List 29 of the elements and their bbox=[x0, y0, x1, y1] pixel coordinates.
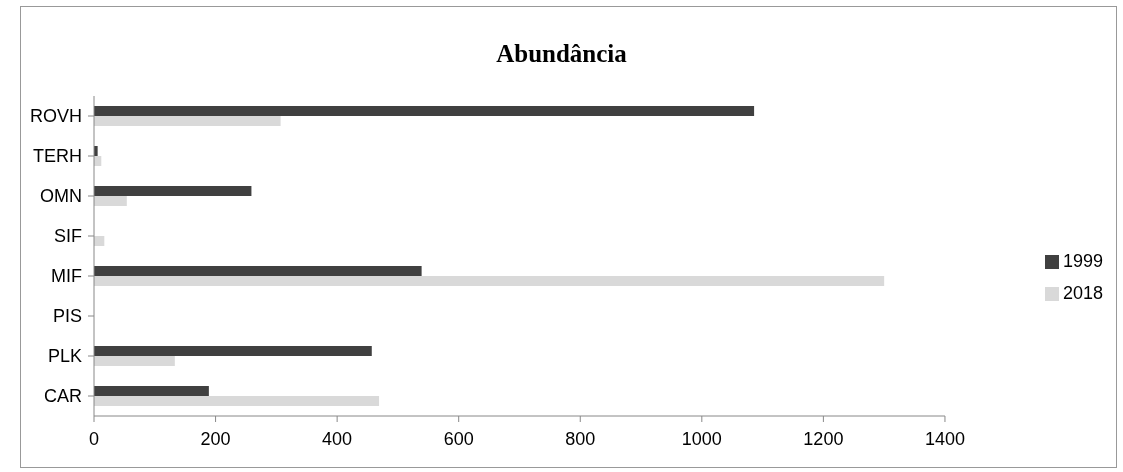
x-tick-label: 600 bbox=[443, 428, 474, 449]
y-tick-label: PLK bbox=[47, 346, 82, 367]
bar bbox=[94, 356, 175, 366]
x-tick-label: 0 bbox=[88, 428, 100, 449]
y-tick-label: OMN bbox=[40, 186, 82, 207]
y-tick-label: PIS bbox=[52, 306, 82, 327]
y-tick-label: TERH bbox=[33, 146, 82, 167]
chart-title: Abundância bbox=[495, 40, 628, 68]
y-tick-label: ROVH bbox=[29, 106, 82, 127]
bar bbox=[94, 196, 127, 206]
bar bbox=[94, 106, 755, 116]
x-tick-label: 400 bbox=[322, 428, 353, 449]
x-tick-label: 1400 bbox=[924, 428, 965, 449]
x-tick-label: 200 bbox=[200, 428, 231, 449]
y-tick-label: MIF bbox=[51, 266, 82, 287]
x-tick-label: 800 bbox=[565, 428, 596, 449]
x-tick-label: 1000 bbox=[681, 428, 722, 449]
y-tick-label: SIF bbox=[53, 226, 82, 247]
x-tick-label: 1200 bbox=[803, 428, 844, 449]
bar bbox=[94, 266, 422, 276]
legend-label: 2018 bbox=[1062, 283, 1103, 303]
bar bbox=[94, 116, 281, 126]
bar bbox=[94, 386, 209, 396]
y-tick-label: CAR bbox=[43, 386, 82, 407]
bar bbox=[94, 186, 252, 196]
bar bbox=[94, 276, 885, 286]
bar bbox=[94, 346, 372, 356]
legend-label: 1999 bbox=[1062, 251, 1103, 271]
bar bbox=[94, 396, 380, 406]
